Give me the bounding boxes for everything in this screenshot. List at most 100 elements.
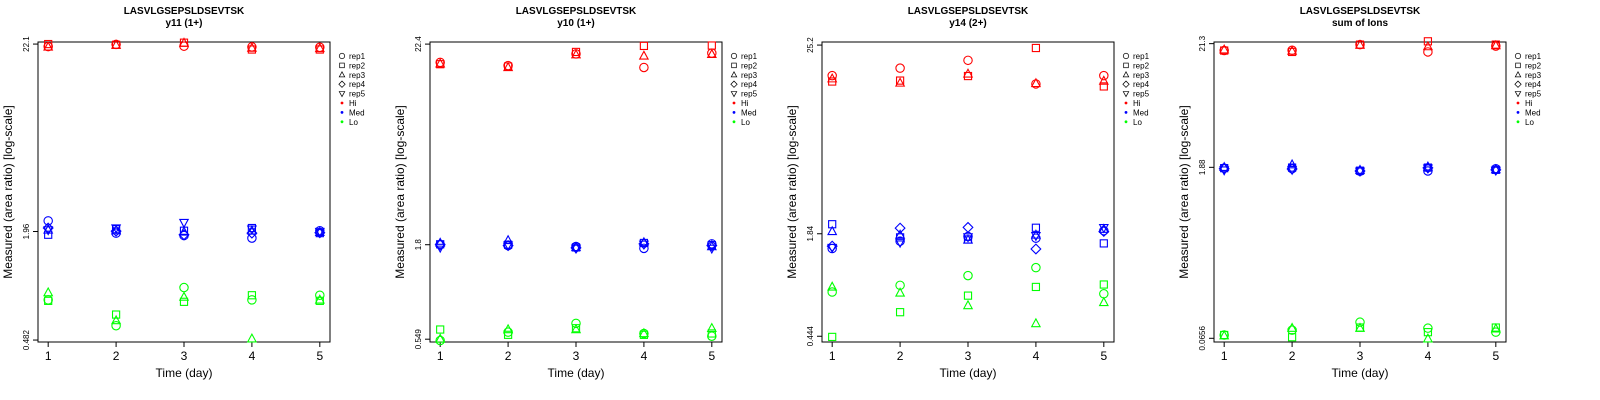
data-point <box>1219 45 1229 56</box>
y-tick-label: 25.2 <box>806 37 815 53</box>
data-point <box>436 325 445 334</box>
data-point <box>179 297 189 306</box>
x-tick-label: 3 <box>573 349 580 363</box>
data-point <box>1423 328 1433 337</box>
data-point <box>247 295 257 305</box>
data-point <box>247 291 257 300</box>
data-point <box>707 331 717 341</box>
data-point <box>962 299 974 310</box>
data-point <box>44 39 53 49</box>
data-point <box>570 323 582 334</box>
x-tick-label: 2 <box>113 349 120 363</box>
y-axis-label: Measured (area ratio) [log-scale] <box>1177 105 1191 278</box>
data-point <box>1354 164 1366 174</box>
data-point <box>1099 280 1108 289</box>
data-point <box>111 320 121 331</box>
data-point <box>706 240 717 251</box>
legend-circle-icon <box>1514 52 1522 60</box>
data-point <box>962 234 974 244</box>
legend-diamond-icon <box>1122 80 1130 88</box>
legend-label: rep5 <box>1525 90 1542 99</box>
data-point <box>110 314 122 325</box>
x-tick-label: 2 <box>897 349 904 363</box>
y-tick-label: 0.0656 <box>1198 326 1207 351</box>
data-point <box>1098 224 1109 234</box>
data-point <box>1423 166 1433 176</box>
data-point <box>1490 39 1501 50</box>
data-point <box>827 243 838 254</box>
data-point <box>110 224 122 234</box>
y-tick-label: 22.1 <box>22 36 31 52</box>
data-point <box>706 322 717 332</box>
legend-diamond-icon <box>730 80 738 88</box>
data-point <box>638 240 650 251</box>
data-point <box>570 244 582 255</box>
data-point <box>706 244 717 255</box>
legend-label: Hi <box>741 99 749 108</box>
data-point <box>1422 161 1434 171</box>
legend-triangle-up-icon <box>1122 71 1130 78</box>
data-point <box>1219 166 1230 176</box>
data-point <box>707 329 716 338</box>
data-point <box>828 332 837 342</box>
x-tick-label: 3 <box>181 349 188 363</box>
x-tick-label: 5 <box>1492 349 1499 363</box>
data-point <box>246 225 258 235</box>
legend-label: rep4 <box>1133 80 1150 89</box>
x-axis-label: Time (day) <box>940 366 997 380</box>
data-point <box>1354 167 1366 178</box>
data-point <box>963 55 973 66</box>
plot-frame <box>821 41 1115 343</box>
chart-subtitle: sum of Ions <box>1332 18 1389 29</box>
data-point <box>1491 165 1500 174</box>
data-point <box>895 308 905 317</box>
legend-label: rep3 <box>1525 71 1542 80</box>
data-point <box>502 234 514 245</box>
data-point <box>1490 163 1501 174</box>
data-point <box>1030 317 1042 328</box>
x-tick-label: 2 <box>1289 349 1296 363</box>
legend-label: rep1 <box>349 52 366 61</box>
data-point <box>1423 163 1433 172</box>
data-point <box>1490 323 1501 333</box>
x-tick-label: 2 <box>505 349 512 363</box>
data-point <box>436 60 445 69</box>
data-point <box>44 296 53 305</box>
data-point <box>314 294 325 304</box>
data-point <box>1099 70 1109 81</box>
data-point <box>570 241 582 252</box>
data-point <box>706 48 717 59</box>
data-point <box>111 310 121 319</box>
data-point <box>1030 232 1042 242</box>
data-point <box>1490 166 1501 177</box>
data-point <box>1286 45 1298 55</box>
chart-title: LASVLGSEPSLDSEVTSK <box>1300 6 1421 17</box>
data-point <box>827 287 837 297</box>
data-point <box>1422 164 1434 174</box>
legend-diamond-icon <box>1514 80 1522 88</box>
data-point <box>962 233 974 243</box>
data-point <box>1099 82 1108 91</box>
data-point <box>1030 229 1042 239</box>
y-tick-label: 21.3 <box>1198 35 1207 51</box>
data-point <box>1098 75 1109 85</box>
data-point <box>110 225 122 237</box>
y-tick-label: 0.444 <box>806 326 815 347</box>
data-point <box>178 226 190 236</box>
data-point <box>1286 322 1298 332</box>
legend-label: Lo <box>349 118 358 127</box>
legend-dot-icon <box>1516 111 1520 114</box>
legend-label: rep5 <box>349 90 366 99</box>
legend-square-icon <box>339 62 345 69</box>
data-point <box>1219 329 1230 340</box>
data-point <box>963 270 973 281</box>
legend-label: rep2 <box>1133 61 1150 70</box>
data-point <box>1030 77 1042 88</box>
x-tick-label: 3 <box>1357 349 1364 363</box>
data-point <box>570 48 582 59</box>
y-tick-label: 22.4 <box>414 36 423 52</box>
